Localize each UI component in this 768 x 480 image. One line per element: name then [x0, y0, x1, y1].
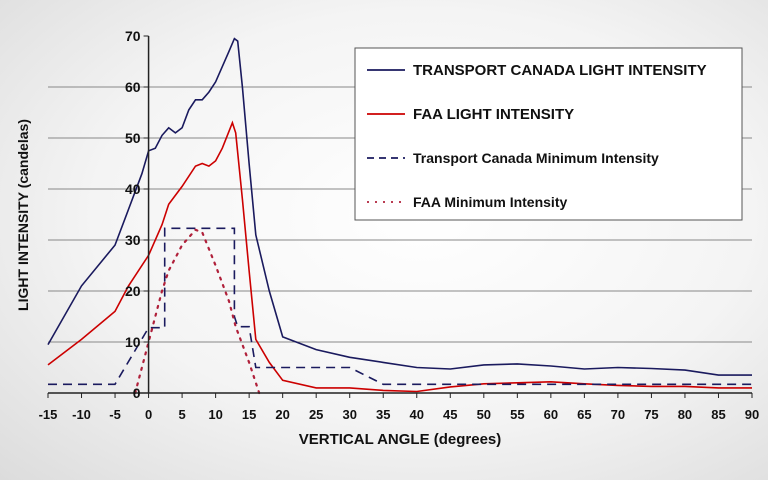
series-lines [47, 37, 752, 395]
x-tick-label: 80 [678, 407, 692, 422]
y-tick-label: 70 [125, 28, 141, 44]
legend-label: Transport Canada Minimum Intensity [413, 150, 659, 166]
x-tick-label: 5 [178, 407, 185, 422]
y-tick-label: 30 [125, 232, 141, 248]
y-tick-label: 50 [125, 130, 141, 146]
y-axis-label: LIGHT INTENSITY (candelas) [15, 119, 31, 311]
x-tick-label: 55 [510, 407, 524, 422]
x-tick-label: 35 [376, 407, 390, 422]
x-tick-label: 85 [711, 407, 725, 422]
tick-labels: 0 10 20 30 40 50 60 70 -15 -10 -5 0 5 10 15 20 25 30 35 40 4… [39, 28, 760, 422]
x-tick-label: -15 [39, 407, 58, 422]
x-tick-label: -10 [72, 407, 91, 422]
axes [47, 35, 753, 398]
x-tick-label: 75 [644, 407, 658, 422]
series-line-1 [47, 37, 752, 376]
x-tick-label: 40 [410, 407, 424, 422]
y-tick-label: 10 [125, 334, 141, 350]
x-axis-label: VERTICAL ANGLE (degrees) [299, 431, 502, 448]
x-tick-label: 90 [745, 407, 759, 422]
y-tick-label: 0 [133, 385, 141, 401]
legend-box [354, 47, 743, 221]
legend-label: FAA LIGHT INTENSITY [413, 106, 574, 123]
legend-label: FAA Minimum Intensity [413, 194, 567, 210]
series-line-2 [47, 120, 752, 393]
legend: TRANSPORT CANADA LIGHT INTENSITY FAA LIGH… [354, 47, 743, 221]
x-tick-label: -5 [109, 407, 121, 422]
series-line-3 [48, 227, 752, 386]
x-tick-label: 70 [611, 407, 625, 422]
x-tick-label: 20 [275, 407, 289, 422]
y-tick-label: 40 [125, 181, 141, 197]
x-tick-label: 30 [342, 407, 356, 422]
x-tick-label: 10 [208, 407, 222, 422]
x-tick-label: 15 [242, 407, 256, 422]
x-tick-label: 65 [577, 407, 591, 422]
x-tick-label: 25 [309, 407, 323, 422]
x-tick-label: 50 [477, 407, 491, 422]
legend-label: TRANSPORT CANADA LIGHT INTENSITY [413, 62, 707, 79]
y-tick-label: 60 [125, 79, 141, 95]
x-tick-label: 60 [544, 407, 558, 422]
y-tick-label: 20 [125, 283, 141, 299]
x-tick-label: 0 [145, 407, 152, 422]
series-line-4 [134, 228, 261, 395]
x-tick-label: 45 [443, 407, 457, 422]
